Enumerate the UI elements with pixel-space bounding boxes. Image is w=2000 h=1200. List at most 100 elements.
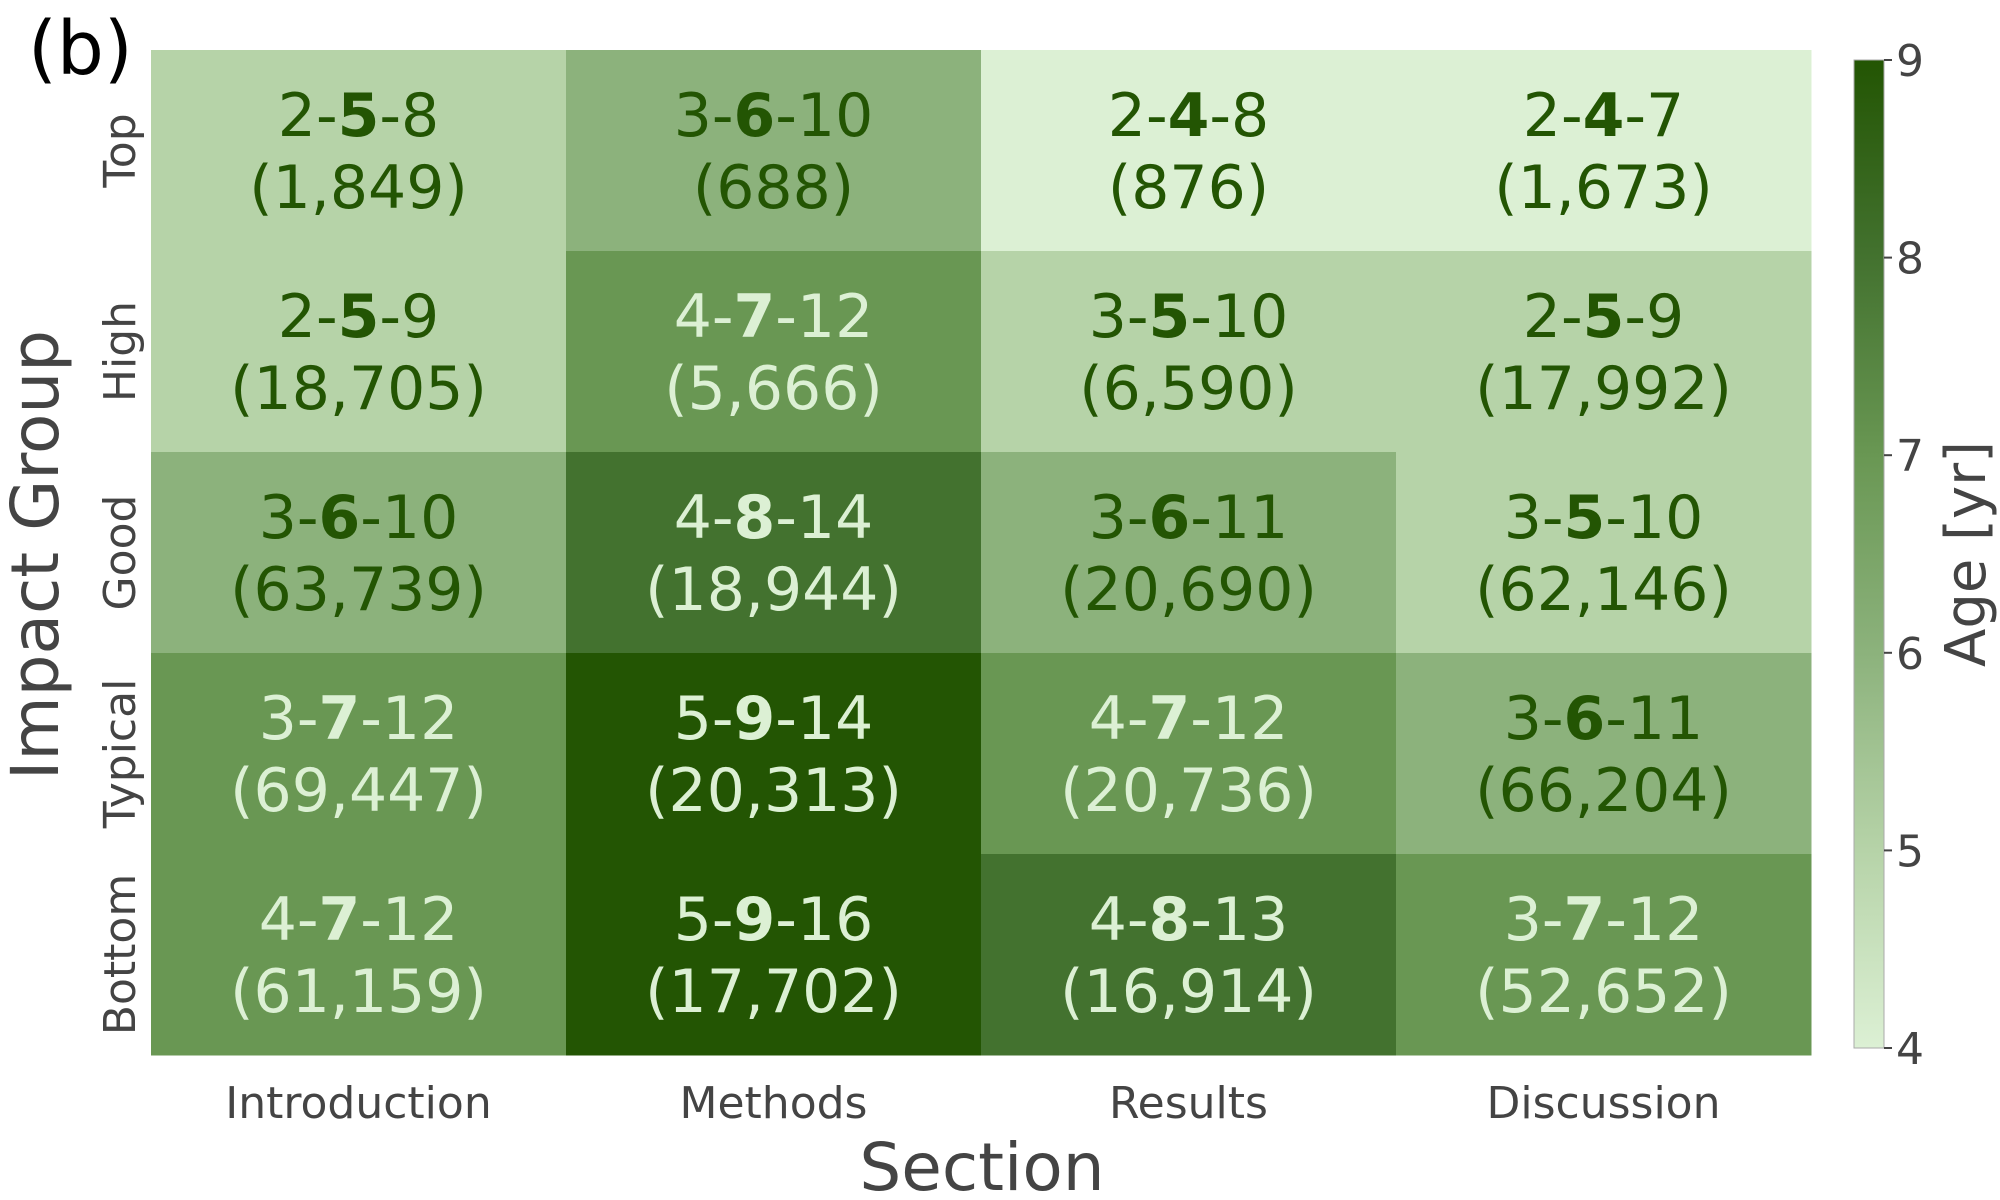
cell-count-label: (876)	[1108, 153, 1269, 223]
y-axis-label: Impact Group	[0, 330, 74, 780]
cell-count-label: (5,666)	[664, 354, 883, 424]
heatmap-cell	[981, 854, 1397, 1056]
cell-low-value: 5-	[674, 885, 734, 955]
cell-median-value: 6	[734, 81, 776, 151]
heatmap-cell	[981, 251, 1397, 453]
heatmap-cell	[151, 251, 567, 453]
cell-median-value: 5	[338, 81, 380, 151]
cell-high-value: -10	[775, 81, 873, 151]
heatmap-cell	[566, 251, 982, 453]
x-tick-label: Methods	[680, 1078, 868, 1129]
cell-high-value: -11	[1190, 483, 1288, 553]
cell-low-value: 3-	[1504, 885, 1564, 955]
x-tick-label: Introduction	[225, 1078, 491, 1129]
cell-low-value: 4-	[674, 483, 734, 553]
heatmap-cell	[1396, 854, 1812, 1056]
heatmap-cell	[566, 854, 982, 1056]
cell-low-value: 3-	[1089, 282, 1149, 352]
x-tick-label: Discussion	[1487, 1078, 1721, 1129]
cell-count-label: (20,736)	[1060, 756, 1317, 826]
cell-median-value: 9	[734, 885, 776, 955]
cell-range-label: 4-7-12	[259, 885, 459, 955]
cell-count-label: (18,944)	[645, 555, 902, 625]
y-tick-label: Top	[95, 113, 146, 188]
cell-range-label: 2-5-9	[278, 282, 439, 352]
panel-label: (b)	[28, 6, 133, 92]
cell-high-value: -13	[1190, 885, 1288, 955]
heatmap-cell	[981, 50, 1397, 252]
colorbar-label: Age [yr]	[1934, 441, 1999, 667]
cell-count-label: (17,702)	[645, 957, 902, 1027]
cell-high-value: -12	[360, 885, 458, 955]
cell-count-label: (66,204)	[1475, 756, 1732, 826]
cell-range-label: 4-7-12	[1089, 684, 1289, 754]
cell-median-value: 5	[1583, 282, 1625, 352]
cell-high-value: -12	[1605, 885, 1703, 955]
cell-median-value: 4	[1583, 81, 1625, 151]
cell-low-value: 3-	[259, 684, 319, 754]
cell-low-value: 3-	[1089, 483, 1149, 553]
cell-median-value: 5	[338, 282, 380, 352]
cell-median-value: 4	[1168, 81, 1210, 151]
colorbar-tick-label: 6	[1896, 629, 1924, 680]
heatmap-cell	[566, 50, 982, 252]
colorbar-tick-label: 4	[1896, 1024, 1924, 1075]
cell-range-label: 3-5-10	[1089, 282, 1289, 352]
cell-range-label: 3-5-10	[1504, 483, 1704, 553]
cell-median-value: 6	[319, 483, 361, 553]
colorbar	[1853, 59, 1885, 1049]
cell-low-value: 4-	[259, 885, 319, 955]
cell-range-label: 3-6-11	[1089, 483, 1289, 553]
colorbar-tick-label: 7	[1896, 431, 1924, 482]
y-tick-label: High	[95, 301, 146, 402]
cell-median-value: 8	[734, 483, 776, 553]
cell-high-value: -14	[775, 684, 873, 754]
x-axis-label: Section	[859, 1129, 1104, 1200]
cell-count-label: (17,992)	[1475, 354, 1732, 424]
heatmap-cell	[566, 653, 982, 855]
heatmap-cell	[1396, 452, 1812, 654]
cell-count-label: (16,914)	[1060, 957, 1317, 1027]
cell-low-value: 2-	[278, 81, 338, 151]
cell-low-value: 3-	[1504, 483, 1564, 553]
cell-count-label: (1,849)	[249, 153, 468, 223]
cell-median-value: 9	[734, 684, 776, 754]
heatmap-cell	[1396, 653, 1812, 855]
cell-range-label: 4-7-12	[674, 282, 874, 352]
cell-count-label: (20,313)	[645, 756, 902, 826]
cell-high-value: -12	[360, 684, 458, 754]
cell-count-label: (62,146)	[1475, 555, 1732, 625]
cell-low-value: 3-	[1504, 684, 1564, 754]
cell-low-value: 4-	[1089, 684, 1149, 754]
cell-low-value: 2-	[1523, 81, 1583, 151]
heatmap-cells: 2-5-8(1,849)3-6-10(688)2-4-8(876)2-4-7(1…	[151, 50, 1812, 1056]
cell-low-value: 3-	[259, 483, 319, 553]
heatmap-cell	[981, 452, 1397, 654]
cell-range-label: 5-9-14	[674, 684, 874, 754]
heatmap-cell	[1396, 251, 1812, 453]
cell-high-value: -8	[379, 81, 439, 151]
cell-high-value: -10	[1190, 282, 1288, 352]
cell-median-value: 7	[734, 282, 776, 352]
cell-range-label: 3-6-10	[259, 483, 459, 553]
cell-high-value: -8	[1209, 81, 1269, 151]
cell-count-label: (69,447)	[230, 756, 487, 826]
cell-median-value: 8	[1149, 885, 1191, 955]
cell-low-value: 5-	[674, 684, 734, 754]
x-tick-label: Results	[1109, 1078, 1268, 1129]
cell-high-value: -11	[1605, 684, 1703, 754]
cell-range-label: 3-7-12	[1504, 885, 1704, 955]
cell-count-label: (20,690)	[1060, 555, 1317, 625]
colorbar-tick-label: 8	[1896, 234, 1924, 285]
cell-median-value: 7	[1564, 885, 1606, 955]
cell-median-value: 7	[319, 684, 361, 754]
cell-median-value: 6	[1149, 483, 1191, 553]
cell-count-label: (52,652)	[1475, 957, 1732, 1027]
cell-count-label: (18,705)	[230, 354, 487, 424]
cell-range-label: 3-6-11	[1504, 684, 1704, 754]
cell-range-label: 2-4-7	[1523, 81, 1684, 151]
cell-high-value: -12	[1190, 684, 1288, 754]
cell-high-value: -14	[775, 483, 873, 553]
cell-low-value: 3-	[674, 81, 734, 151]
